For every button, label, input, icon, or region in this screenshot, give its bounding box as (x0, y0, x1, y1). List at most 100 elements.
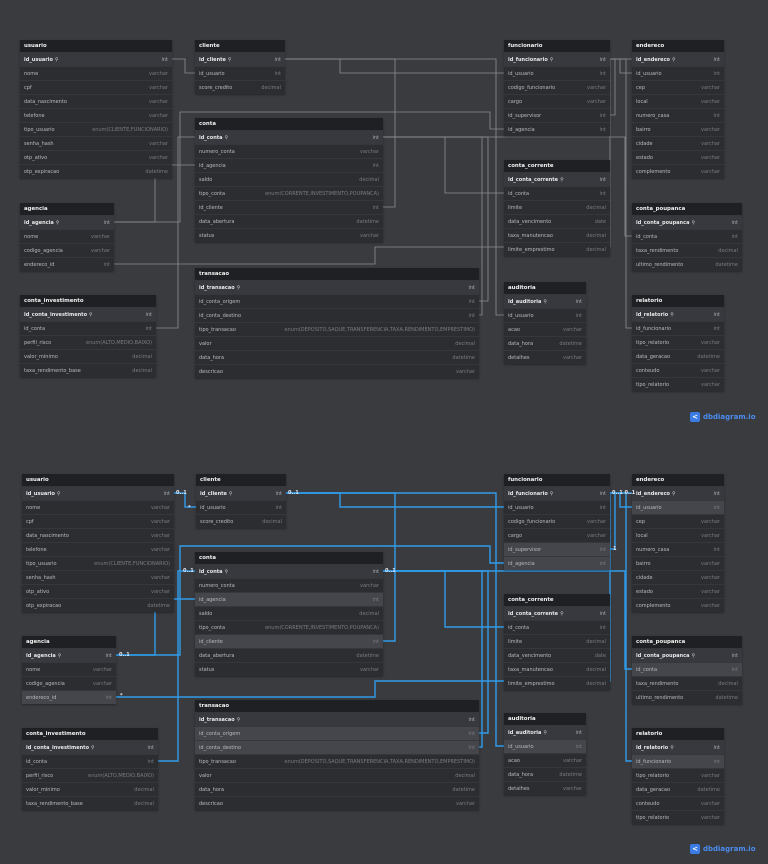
primary-key-row[interactable]: id_endereco ⚲ int (632, 52, 724, 66)
column-row[interactable]: id_conta int (632, 662, 742, 676)
table-header[interactable]: endereco (632, 40, 724, 52)
column-row[interactable]: id_agencia int (504, 556, 610, 570)
table-conta[interactable]: conta id_conta ⚲ int numero_conta varchar id_a… (195, 552, 383, 676)
column-row[interactable]: endereco_id int (20, 257, 114, 271)
table-conta-investimento[interactable]: conta_investimento id_conta_investimento ⚲… (20, 295, 156, 377)
column-row[interactable]: cidade varchar (632, 570, 724, 584)
table-usuario[interactable]: usuario id_usuario ⚲ int nome varchar cpf varch… (20, 40, 172, 178)
table-header[interactable]: relatorio (632, 728, 724, 740)
table-header[interactable]: conta_investimento (22, 728, 158, 740)
table-header[interactable]: funcionario (504, 40, 610, 52)
table-funcionario[interactable]: funcionario id_funcionario ⚲ int id_usuario i… (504, 474, 610, 570)
primary-key-row[interactable]: id_usuario ⚲ int (22, 486, 174, 500)
table-conta[interactable]: conta id_conta ⚲ int numero_conta varchar id_a… (195, 118, 383, 242)
table-header[interactable]: usuario (22, 474, 174, 486)
table-agencia[interactable]: agencia id_agencia ⚲ int nome varchar codigo_a… (20, 203, 114, 271)
column-row[interactable]: ultimo_rendimento datetime (632, 257, 742, 271)
column-row[interactable]: codigo_agencia varchar (22, 676, 116, 690)
column-row[interactable]: taxa_manutencao decimal (504, 662, 610, 676)
table-header[interactable]: cliente (196, 474, 286, 486)
column-row[interactable]: taxa_rendimento_base decimal (20, 363, 156, 377)
column-row[interactable]: complemento varchar (632, 598, 724, 612)
column-row[interactable]: cpf varchar (20, 80, 172, 94)
primary-key-row[interactable]: id_agencia ⚲ int (20, 215, 114, 229)
primary-key-row[interactable]: id_transacao ⚲ int (195, 712, 479, 726)
column-row[interactable]: data_abertura datetime (195, 214, 383, 228)
column-row[interactable]: otp_ativo varchar (22, 584, 174, 598)
column-row[interactable]: taxa_manutencao decimal (504, 228, 610, 242)
column-row[interactable]: limite decimal (504, 634, 610, 648)
table-cliente[interactable]: cliente id_cliente ⚲ int id_usuario int score_… (196, 474, 286, 528)
table-endereco[interactable]: endereco id_endereco ⚲ int id_usuario int cep v… (632, 40, 724, 178)
column-row[interactable]: id_usuario int (504, 500, 610, 514)
column-row[interactable]: tipo_transacao enum(DEPOSITO,SAQUE,TRANSF… (195, 322, 479, 336)
table-header[interactable]: agencia (20, 203, 114, 215)
column-row[interactable]: codigo_funcionario varchar (504, 80, 610, 94)
table-funcionario[interactable]: funcionario id_funcionario ⚲ int id_usuario i… (504, 40, 610, 136)
table-relatorio[interactable]: relatorio id_relatorio ⚲ int id_funcionario i… (632, 295, 724, 391)
table-header[interactable]: conta_investimento (20, 295, 156, 307)
primary-key-row[interactable]: id_agencia ⚲ int (22, 648, 116, 662)
column-row[interactable]: data_nascimento varchar (22, 528, 174, 542)
primary-key-row[interactable]: id_funcionario ⚲ int (504, 486, 610, 500)
column-row[interactable]: limite decimal (504, 200, 610, 214)
column-row[interactable]: id_agencia int (504, 122, 610, 136)
column-row[interactable]: id_conta int (504, 186, 610, 200)
table-header[interactable]: transacao (195, 268, 479, 280)
table-header[interactable]: conta_corrente (504, 160, 610, 172)
primary-key-row[interactable]: id_conta_poupanca ⚲ int (632, 215, 742, 229)
table-header[interactable]: auditoria (504, 713, 586, 725)
table-transacao[interactable]: transacao id_transacao ⚲ int id_conta_origem… (195, 700, 479, 810)
column-row[interactable]: data_hora datetime (504, 767, 586, 781)
column-row[interactable]: acao varchar (504, 322, 586, 336)
table-usuario[interactable]: usuario id_usuario ⚲ int nome varchar cpf varch… (22, 474, 174, 612)
table-header[interactable]: relatorio (632, 295, 724, 307)
column-row[interactable]: bairro varchar (632, 122, 724, 136)
table-relatorio[interactable]: relatorio id_relatorio ⚲ int id_funcionario i… (632, 728, 724, 824)
column-row[interactable]: limite_emprestimo decimal (504, 242, 610, 256)
column-row[interactable]: cargo varchar (504, 528, 610, 542)
column-row[interactable]: taxa_rendimento decimal (632, 676, 742, 690)
column-row[interactable]: id_supervisor int (504, 542, 610, 556)
column-row[interactable]: cidade varchar (632, 136, 724, 150)
primary-key-row[interactable]: id_auditoria ⚲ int (504, 294, 586, 308)
column-row[interactable]: id_usuario int (196, 500, 286, 514)
primary-key-row[interactable]: id_auditoria ⚲ int (504, 725, 586, 739)
column-row[interactable]: numero_conta varchar (195, 144, 383, 158)
column-row[interactable]: id_conta int (20, 321, 156, 335)
column-row[interactable]: data_vencimento date (504, 648, 610, 662)
column-row[interactable]: cargo varchar (504, 94, 610, 108)
column-row[interactable]: cep varchar (632, 80, 724, 94)
column-row[interactable]: id_cliente int (195, 200, 383, 214)
table-auditoria[interactable]: auditoria id_auditoria ⚲ int id_usuario int ac… (504, 282, 586, 364)
column-row[interactable]: data_hora datetime (195, 782, 479, 796)
primary-key-row[interactable]: id_conta ⚲ int (195, 130, 383, 144)
column-row[interactable]: id_conta_origem int (195, 726, 479, 740)
column-row[interactable]: id_supervisor int (504, 108, 610, 122)
table-endereco[interactable]: endereco id_endereco ⚲ int id_usuario int cep v… (632, 474, 724, 612)
table-header[interactable]: conta_corrente (504, 594, 610, 606)
table-header[interactable]: cliente (195, 40, 285, 52)
table-header[interactable]: conta (195, 118, 383, 130)
column-row[interactable]: otp_expiracao datetime (22, 598, 174, 612)
primary-key-row[interactable]: id_usuario ⚲ int (20, 52, 172, 66)
column-row[interactable]: conteudo varchar (632, 363, 724, 377)
column-row[interactable]: valor_minimo decimal (22, 782, 158, 796)
primary-key-row[interactable]: id_cliente ⚲ int (195, 52, 285, 66)
column-row[interactable]: id_agencia int (195, 592, 383, 606)
table-conta-corrente[interactable]: conta_corrente id_conta_corrente ⚲ int id_co… (504, 160, 610, 256)
column-row[interactable]: status varchar (195, 662, 383, 676)
column-row[interactable]: saldo decimal (195, 172, 383, 186)
primary-key-row[interactable]: id_conta_investimento ⚲ int (22, 740, 158, 754)
column-row[interactable]: data_nascimento varchar (20, 94, 172, 108)
primary-key-row[interactable]: id_funcionario ⚲ int (504, 52, 610, 66)
column-row[interactable]: acao varchar (504, 753, 586, 767)
primary-key-row[interactable]: id_endereco ⚲ int (632, 486, 724, 500)
primary-key-row[interactable]: id_relatorio ⚲ int (632, 740, 724, 754)
column-row[interactable]: id_funcionario int (632, 321, 724, 335)
column-row[interactable]: tipo_relatorio varchar (632, 335, 724, 349)
column-row[interactable]: telefone varchar (20, 108, 172, 122)
table-conta-corrente[interactable]: conta_corrente id_conta_corrente ⚲ int id_co… (504, 594, 610, 690)
column-row[interactable]: data_vencimento date (504, 214, 610, 228)
dbdiagram-logo[interactable]: < dbdiagram.io (690, 844, 756, 854)
